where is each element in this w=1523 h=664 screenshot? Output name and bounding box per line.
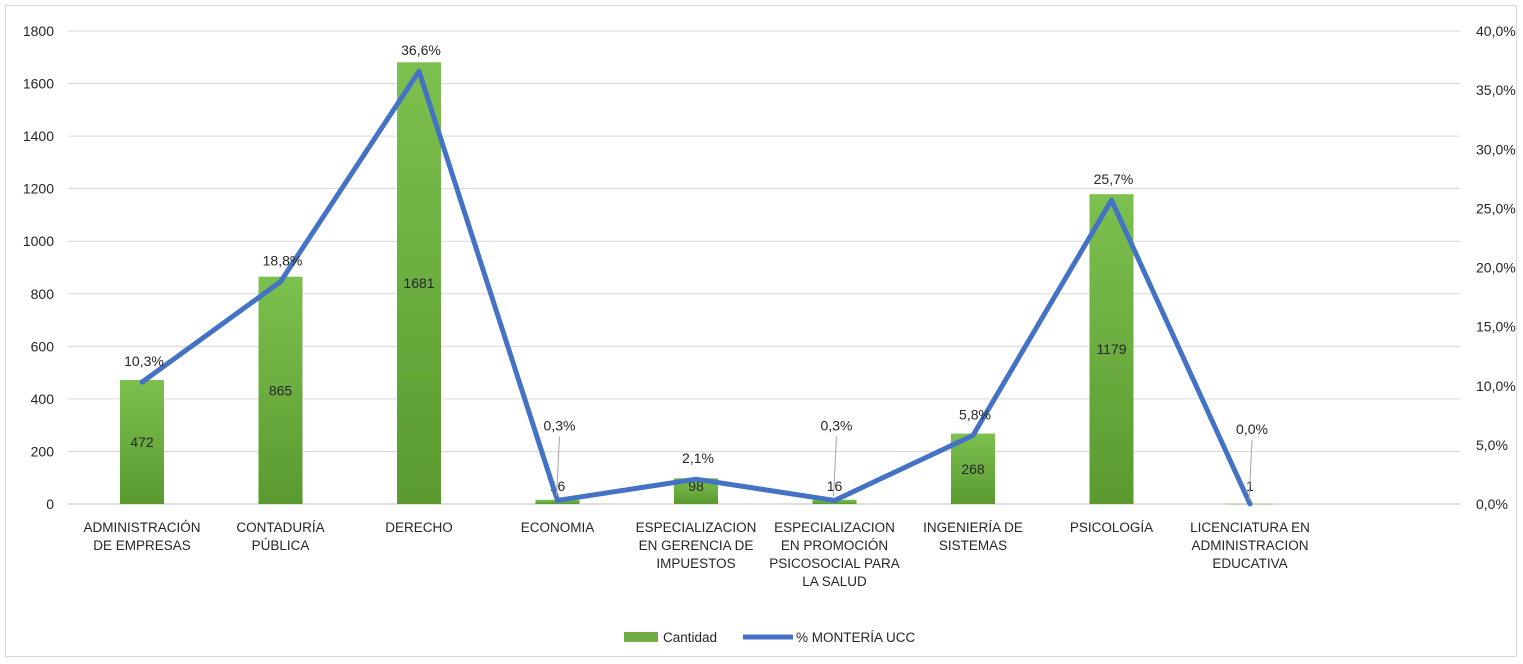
y-right-tick-label: 25,0% bbox=[1476, 200, 1516, 216]
line-value-label: 0,3% bbox=[821, 417, 853, 433]
x-axis-categories: ADMINISTRACIÓN DE EMPRESAS CONTADURÍA PÚBLI… bbox=[83, 520, 1309, 589]
bar-value-label: 1681 bbox=[403, 275, 434, 291]
bar-value-label: 16 bbox=[827, 478, 843, 494]
line-value-label: 25,7% bbox=[1094, 171, 1134, 187]
bar bbox=[951, 433, 995, 504]
legend: Cantidad % MONTERÍA UCC bbox=[624, 630, 916, 645]
bar bbox=[397, 62, 441, 504]
y-right-tick-label: 30,0% bbox=[1476, 141, 1516, 157]
x-category-label: CONTADURÍA PÚBLICA bbox=[236, 520, 324, 553]
bar-value-label: 865 bbox=[269, 382, 293, 398]
x-category-label: PSICOLOGÍA bbox=[1070, 520, 1153, 535]
line-value-label: 36,6% bbox=[401, 42, 441, 58]
leader-line bbox=[833, 436, 837, 497]
y-left-tick-label: 800 bbox=[31, 286, 55, 302]
x-category-label: LICENCIATURA EN ADMINISTRACION EDUCATIVA bbox=[1190, 520, 1310, 571]
bar bbox=[258, 276, 303, 504]
y-left-tick-label: 1400 bbox=[23, 128, 54, 144]
chart-frame bbox=[5, 5, 1517, 657]
leader-line bbox=[556, 436, 560, 497]
bar-value-label: 1179 bbox=[1096, 341, 1126, 357]
x-category-label: DERECHO bbox=[385, 520, 453, 535]
y-right-tick-label: 5,0% bbox=[1476, 437, 1508, 453]
leader-line bbox=[1248, 439, 1253, 501]
legend-label: Cantidad bbox=[663, 630, 717, 645]
x-category-label: ADMINISTRACIÓN DE EMPRESAS bbox=[83, 520, 200, 553]
bar-series bbox=[120, 62, 1272, 505]
line-value-label: 2,1% bbox=[682, 450, 714, 466]
x-category-label: INGENIERÍA DE SISTEMAS bbox=[923, 520, 1023, 553]
legend-swatch-bar bbox=[624, 632, 658, 642]
y-left-tick-label: 200 bbox=[31, 443, 55, 459]
y-left-tick-label: 1200 bbox=[23, 181, 54, 197]
bar bbox=[1089, 194, 1134, 504]
y-right-tick-label: 10,0% bbox=[1476, 378, 1516, 394]
y-right-tick-label: 35,0% bbox=[1476, 82, 1516, 98]
line-data-labels: 10,3% 18,8% 36,6% 0,3% 2,1% 0,3% 5,8% 25,7% 0,0% bbox=[124, 42, 1268, 501]
bar-value-label: 268 bbox=[961, 461, 985, 477]
y-left-tick-label: 400 bbox=[31, 391, 55, 407]
line-value-label: 0,0% bbox=[1236, 421, 1268, 437]
y-left-tick-label: 1000 bbox=[23, 233, 54, 249]
x-category-label: ESPECIALIZACION EN GERENCIA DE IMPUESTOS bbox=[636, 520, 757, 571]
line-value-label: 0,3% bbox=[544, 417, 576, 433]
y-right-tick-label: 15,0% bbox=[1476, 319, 1516, 335]
line-series bbox=[139, 68, 1253, 507]
y-left-tick-label: 1600 bbox=[23, 76, 54, 92]
line-value-label: 5,8% bbox=[959, 406, 991, 422]
y-axis-right: 0,0% 5,0% 10,0% 15,0% 20,0% 25,0% 30,0% 35,0% 40… bbox=[1476, 23, 1516, 512]
bar bbox=[120, 379, 164, 504]
y-right-tick-label: 20,0% bbox=[1476, 260, 1516, 276]
y-left-tick-label: 600 bbox=[31, 338, 55, 354]
bar-value-label: 472 bbox=[130, 434, 154, 450]
y-left-tick-label: 0 bbox=[46, 496, 54, 512]
y-axis-left: 0 200 400 600 800 1000 1200 1400 1600 1800 bbox=[23, 23, 54, 512]
legend-label: % MONTERÍA UCC bbox=[796, 630, 916, 645]
line-value-label: 18,8% bbox=[263, 253, 303, 269]
y-left-tick-label: 1800 bbox=[23, 23, 54, 39]
y-right-tick-label: 40,0% bbox=[1476, 23, 1516, 39]
y-right-tick-label: 0,0% bbox=[1476, 496, 1508, 512]
x-category-label: ECONOMIA bbox=[521, 520, 595, 535]
line-value-label: 10,3% bbox=[124, 353, 164, 369]
x-category-label: ESPECIALIZACION EN PROMOCIÓN PSICOSOCIAL P… bbox=[769, 520, 900, 589]
